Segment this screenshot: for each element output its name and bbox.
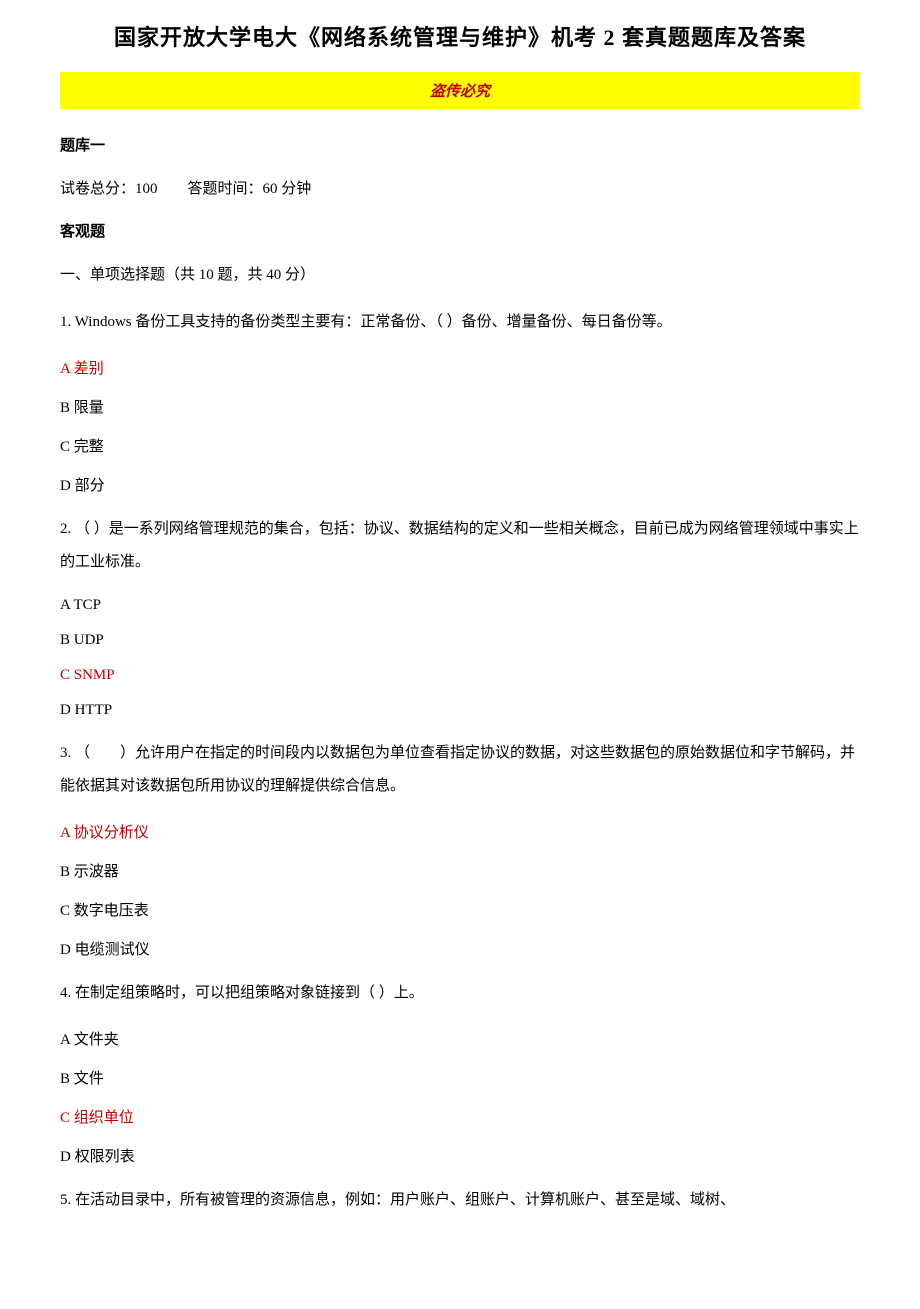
question-option: C 数字电压表 xyxy=(60,899,860,920)
time-value: 60 分钟 xyxy=(263,181,312,197)
question-text: 2. （ ）是一系列网络管理规范的集合，包括：协议、数据结构的定义和一些相关概念… xyxy=(60,513,860,579)
question-option: C 完整 xyxy=(60,435,860,456)
question-option: C SNMP xyxy=(60,667,860,684)
objective-label: 客观题 xyxy=(60,220,860,241)
question-text: 3. （ ）允许用户在指定的时间段内以数据包为单位查看指定协议的数据，对这些数据… xyxy=(60,737,860,803)
question-option: B 文件 xyxy=(60,1067,860,1088)
question-option: C 组织单位 xyxy=(60,1106,860,1127)
bank-label: 题库一 xyxy=(60,134,860,155)
score-info: 试卷总分：100 答题时间：60 分钟 xyxy=(60,177,860,198)
question-option: D 权限列表 xyxy=(60,1145,860,1166)
question-option: D HTTP xyxy=(60,702,860,719)
total-label: 试卷总分： xyxy=(60,181,135,197)
question-option: B 限量 xyxy=(60,396,860,417)
question-option: A 文件夹 xyxy=(60,1028,860,1049)
page-title: 国家开放大学电大《网络系统管理与维护》机考 2 套真题题库及答案 xyxy=(60,20,860,52)
section1-heading: 一、单项选择题（共 10 题，共 40 分） xyxy=(60,263,860,284)
question-text: 1. Windows 备份工具支持的备份类型主要有：正常备份、（ ）备份、增量备… xyxy=(60,306,860,339)
question-option: A TCP xyxy=(60,597,860,614)
time-label: 答题时间： xyxy=(188,181,263,197)
question-text: 5. 在活动目录中，所有被管理的资源信息，例如：用户账户、组账户、计算机账户、甚… xyxy=(60,1184,860,1217)
question-option: B UDP xyxy=(60,632,860,649)
question-text: 4. 在制定组策略时，可以把组策略对象链接到（ ）上。 xyxy=(60,977,860,1010)
warning-banner: 盗传必究 xyxy=(60,72,860,109)
questions-container: 1. Windows 备份工具支持的备份类型主要有：正常备份、（ ）备份、增量备… xyxy=(60,306,860,1217)
question-option: A 差别 xyxy=(60,357,860,378)
total-value: 100 xyxy=(135,181,158,197)
question-option: B 示波器 xyxy=(60,860,860,881)
question-option: A 协议分析仪 xyxy=(60,821,860,842)
question-option: D 部分 xyxy=(60,474,860,495)
question-option: D 电缆测试仪 xyxy=(60,938,860,959)
